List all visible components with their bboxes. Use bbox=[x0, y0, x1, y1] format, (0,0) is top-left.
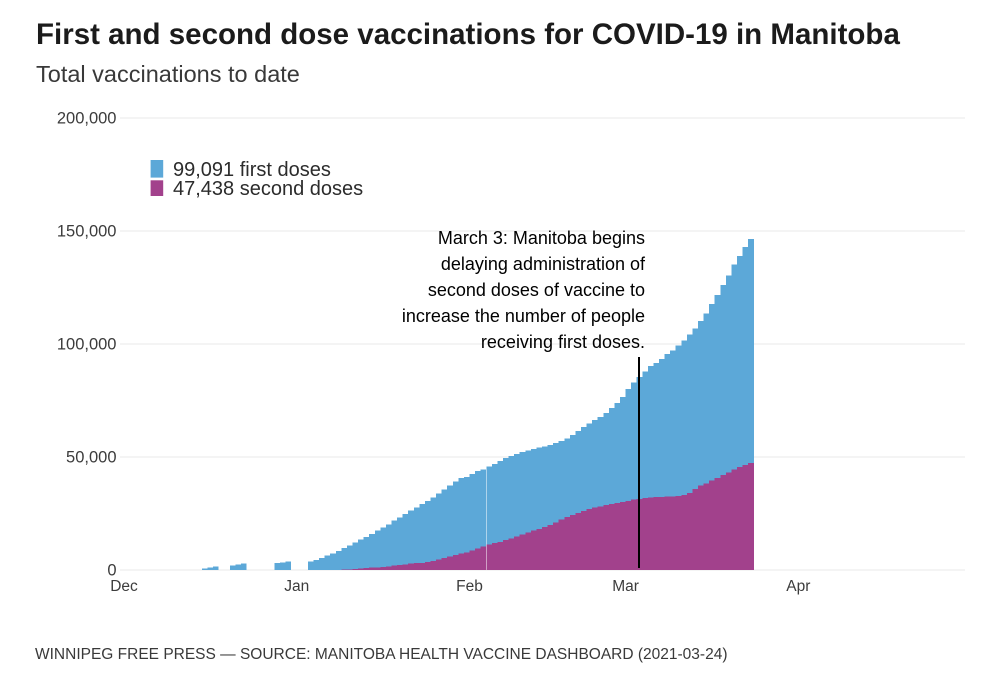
svg-text:Apr: Apr bbox=[786, 578, 810, 595]
svg-text:99,091 first doses: 99,091 first doses bbox=[173, 159, 331, 181]
svg-text:Dec: Dec bbox=[110, 578, 138, 595]
svg-text:200,000: 200,000 bbox=[57, 110, 117, 128]
svg-text:Feb: Feb bbox=[456, 578, 483, 595]
svg-text:Mar: Mar bbox=[612, 578, 639, 595]
svg-text:50,000: 50,000 bbox=[66, 449, 116, 467]
svg-text:47,438 second doses: 47,438 second doses bbox=[173, 178, 363, 200]
svg-text:First and second dose vaccinat: First and second dose vaccinations for C… bbox=[36, 18, 900, 51]
svg-text:March 3: Manitoba begins: March 3: Manitoba begins bbox=[438, 228, 645, 248]
svg-text:Jan: Jan bbox=[284, 578, 309, 595]
svg-text:0: 0 bbox=[107, 562, 116, 580]
svg-text:150,000: 150,000 bbox=[57, 223, 117, 241]
svg-text:Total vaccinations to date: Total vaccinations to date bbox=[36, 61, 300, 87]
svg-text:increase the number of people: increase the number of people bbox=[402, 306, 645, 326]
svg-text:delaying administration of: delaying administration of bbox=[441, 254, 646, 274]
svg-text:WINNIPEG FREE PRESS — SOURCE:: WINNIPEG FREE PRESS — SOURCE: MANITOBA H… bbox=[35, 646, 728, 663]
svg-text:receiving first doses.: receiving first doses. bbox=[481, 332, 645, 352]
svg-text:second doses of vaccine to: second doses of vaccine to bbox=[428, 280, 645, 300]
svg-text:100,000: 100,000 bbox=[57, 336, 117, 354]
